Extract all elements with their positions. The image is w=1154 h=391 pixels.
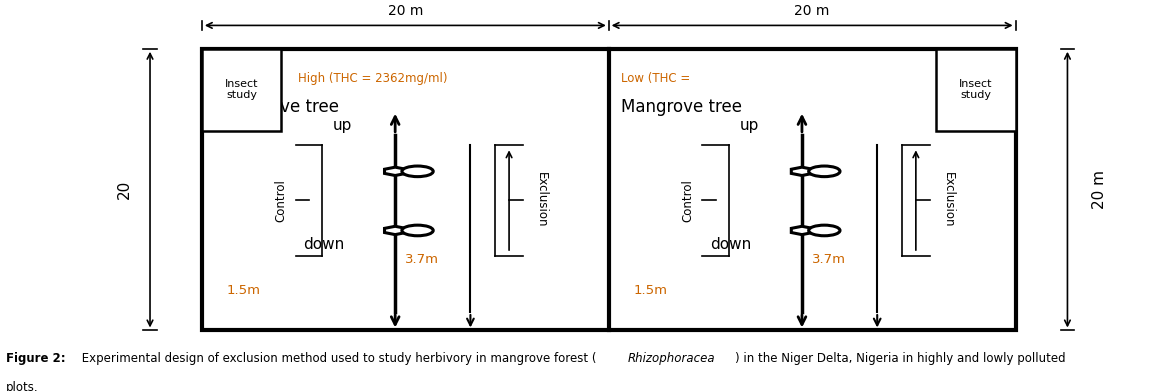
Circle shape (402, 225, 433, 236)
Text: down: down (710, 237, 751, 253)
Text: Exclusion: Exclusion (535, 172, 548, 228)
Polygon shape (384, 167, 406, 176)
Text: 1.5m: 1.5m (226, 285, 261, 298)
Text: Experimental design of exclusion method used to study herbivory in mangrove fore: Experimental design of exclusion method … (78, 352, 597, 365)
Text: 20 m: 20 m (388, 4, 424, 18)
Text: 20 m: 20 m (1093, 170, 1107, 209)
Text: Rhizophoracea: Rhizophoracea (628, 352, 715, 365)
Text: Control: Control (682, 179, 695, 222)
Bar (936, 49, 1016, 131)
Bar (202, 49, 1016, 330)
Polygon shape (792, 226, 812, 235)
Text: Mangrove tree: Mangrove tree (621, 98, 742, 116)
Text: High (THC = 2362mg/ml): High (THC = 2362mg/ml) (298, 72, 447, 85)
Text: Control: Control (275, 179, 287, 222)
Text: up: up (740, 118, 759, 133)
Text: up: up (332, 118, 352, 133)
Text: Low (THC =: Low (THC = (621, 72, 690, 85)
Text: 3.7m: 3.7m (812, 253, 846, 266)
Text: ) in the Niger Delta, Nigeria in highly and lowly polluted: ) in the Niger Delta, Nigeria in highly … (735, 352, 1066, 365)
Text: 20: 20 (118, 180, 132, 199)
Circle shape (809, 166, 840, 177)
Polygon shape (384, 226, 406, 235)
Text: 1.5m: 1.5m (634, 285, 667, 298)
Text: plots.: plots. (6, 381, 38, 391)
Circle shape (809, 225, 840, 236)
Text: down: down (304, 237, 345, 253)
Text: Exclusion: Exclusion (942, 172, 954, 228)
Text: Mangrove tree: Mangrove tree (218, 98, 339, 116)
Polygon shape (792, 167, 812, 176)
Text: Insect
study: Insect study (225, 79, 258, 100)
Text: 20 m: 20 m (794, 4, 830, 18)
Text: Figure 2:: Figure 2: (6, 352, 66, 365)
Circle shape (402, 166, 433, 177)
Text: Insect
study: Insect study (959, 79, 992, 100)
Text: 3.7m: 3.7m (405, 253, 440, 266)
Bar (202, 49, 282, 131)
